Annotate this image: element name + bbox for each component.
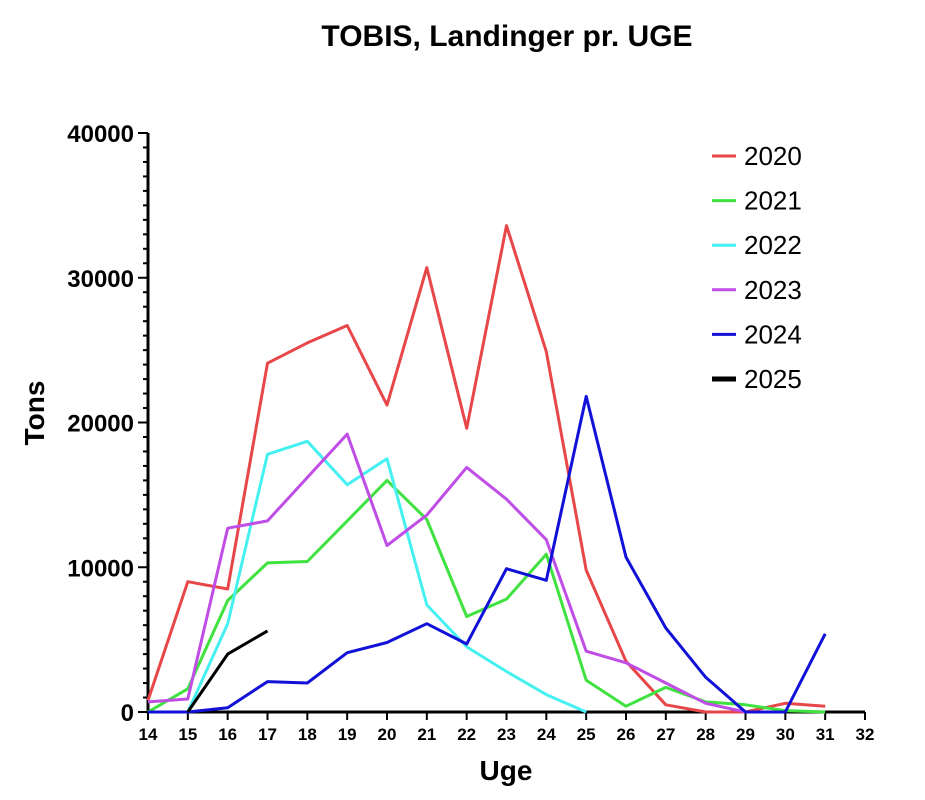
series-line-2025	[186, 629, 269, 713]
x-tick-label: 31	[816, 725, 835, 744]
legend: 2020 2021 2022 2023 2024 2025	[712, 141, 802, 394]
legend-label-2021: 2021	[744, 186, 802, 216]
x-tick-label: 27	[656, 725, 675, 744]
y-axis-label: Tons	[19, 381, 50, 446]
series-line-2020	[146, 224, 826, 714]
x-tick-label: 23	[497, 725, 516, 744]
legend-label-2024: 2024	[744, 319, 802, 349]
series-line-2023	[147, 432, 786, 714]
x-tick-label: 19	[338, 725, 357, 744]
series-line-2021	[147, 478, 826, 714]
legend-label-2022: 2022	[744, 230, 802, 260]
x-tick-label: 22	[457, 725, 476, 744]
series-line-2022	[148, 439, 587, 714]
x-tick-label: 20	[378, 725, 397, 744]
x-tick-label: 30	[776, 725, 795, 744]
x-tick-label: 29	[736, 725, 755, 744]
legend-label-2025: 2025	[744, 364, 802, 394]
x-tick-label: 18	[298, 725, 317, 744]
x-tick-label: 26	[617, 725, 636, 744]
y-tick-label: 0	[121, 700, 134, 727]
y-tick-label: 40000	[67, 121, 134, 148]
x-axis-label: Uge	[480, 755, 533, 786]
y-tick-label: 10000	[67, 555, 134, 582]
x-tick-label: 14	[139, 725, 158, 744]
x-tick-label: 24	[537, 725, 556, 744]
x-tick-label: 32	[856, 725, 875, 744]
x-tick-label: 28	[696, 725, 715, 744]
series-line-2024	[148, 394, 827, 714]
x-tick-label: 25	[577, 725, 596, 744]
series-group	[146, 224, 827, 714]
x-tick-label: 17	[258, 725, 277, 744]
chart-title: TOBIS, Landinger pr. UGE	[321, 20, 692, 53]
y-tick-label: 20000	[67, 411, 134, 438]
x-tick-label: 16	[218, 725, 237, 744]
legend-label-2023: 2023	[744, 275, 802, 305]
y-tick-label: 30000	[67, 266, 134, 293]
legend-label-2020: 2020	[744, 141, 802, 171]
x-tick-label: 21	[417, 725, 436, 744]
x-tick-label: 15	[178, 725, 197, 744]
